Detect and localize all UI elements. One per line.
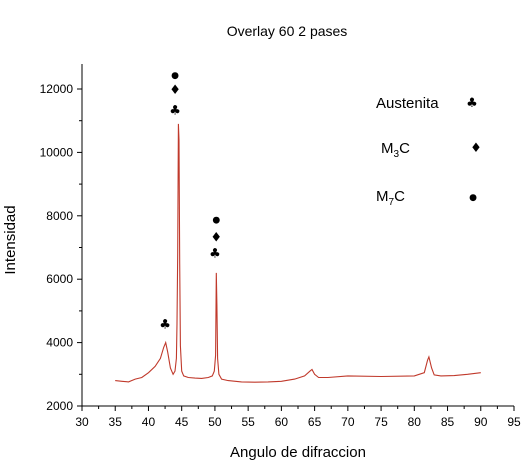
peak-marker: ● <box>171 71 179 81</box>
x-tick-label: 30 <box>75 415 89 429</box>
legend: Austenita ♣ M3C ♦ M7C ● <box>376 95 482 208</box>
y-tick-label: 10000 <box>40 145 74 159</box>
peak-markers: ♣♣♦●♣♦● <box>159 71 222 332</box>
y-axis-label: Intensidad <box>2 205 19 274</box>
x-tick-label: 35 <box>109 415 123 429</box>
axes: 30 35 40 45 50 55 60 65 70 75 80 85 90 95 2000 4000 6000… <box>40 64 521 429</box>
x-tick-label: 75 <box>374 415 388 429</box>
x-axis-label: Angulo de difraccion <box>230 444 366 461</box>
peak-marker: ♦ <box>169 83 181 98</box>
legend-entry-label: M3C <box>381 140 410 160</box>
legend-entry-symbol: ● <box>469 193 477 203</box>
x-tick-label: 80 <box>408 415 422 429</box>
x-tick-label: 90 <box>474 415 488 429</box>
x-tick-label: 50 <box>208 415 222 429</box>
peak-marker: ♣ <box>169 104 181 119</box>
x-tick-label: 95 <box>507 415 521 429</box>
y-tick-label: 2000 <box>46 399 73 413</box>
peak-marker: ♣ <box>209 246 221 261</box>
y-tick-label: 4000 <box>46 336 73 350</box>
x-tick-label: 65 <box>308 415 322 429</box>
x-tick-label: 40 <box>142 415 156 429</box>
chart-title: Overlay 60 2 pases <box>227 23 348 39</box>
y-tick-label: 8000 <box>46 209 73 223</box>
x-tick-label: 60 <box>275 415 289 429</box>
x-tick-label: 85 <box>441 415 455 429</box>
x-tick-label: 70 <box>341 415 355 429</box>
x-tick-label: 55 <box>241 415 255 429</box>
series-line <box>115 123 481 383</box>
legend-entry-symbol: ♦ <box>470 141 482 156</box>
legend-entry-symbol: ♣ <box>466 96 478 111</box>
peak-marker: ♣ <box>159 318 171 333</box>
plot-area <box>115 123 481 383</box>
y-tick-label: 12000 <box>40 82 74 96</box>
x-tick-label: 45 <box>175 415 189 429</box>
legend-entry-label: M7C <box>376 188 405 208</box>
legend-entry-label: Austenita <box>376 95 439 112</box>
peak-marker: ● <box>212 215 220 225</box>
y-tick-label: 6000 <box>46 272 73 286</box>
peak-marker: ♦ <box>210 230 222 245</box>
